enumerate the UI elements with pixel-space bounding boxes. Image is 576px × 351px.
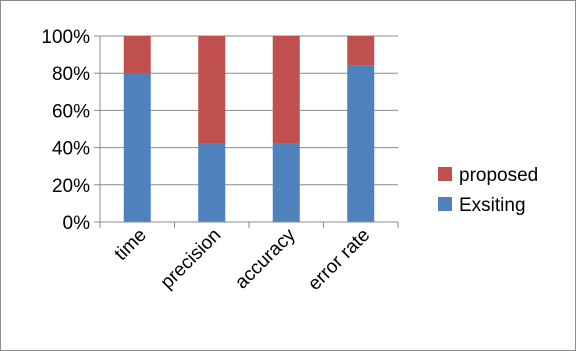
legend-label-exsiting: Exsiting	[459, 195, 526, 216]
legend: proposed Exsiting	[438, 165, 538, 216]
y-tick-labels: 0% 20% 40% 60% 80% 100%	[41, 27, 90, 234]
y-tick-label: 40%	[52, 139, 90, 160]
y-tick-label: 0%	[63, 213, 91, 234]
x-category-label: error rate	[304, 225, 374, 295]
y-tick-label: 20%	[52, 176, 90, 197]
y-tick-label: 80%	[52, 64, 90, 85]
x-category-label: accuracy	[231, 224, 300, 293]
bar-proposed-error-rate	[347, 36, 375, 66]
x-category-labels: time precision accuracy error rate	[111, 224, 375, 294]
legend-swatch-exsiting	[438, 197, 452, 211]
bar-proposed-accuracy	[272, 36, 300, 144]
bar-exsiting-error-rate	[347, 65, 375, 222]
y-tick-label: 60%	[52, 101, 90, 122]
bar-proposed-time	[123, 36, 151, 74]
x-category-label: time	[111, 225, 151, 265]
bar-proposed-precision	[198, 36, 226, 144]
y-tick-label: 100%	[41, 27, 90, 48]
bar-exsiting-time	[123, 73, 151, 222]
axes	[94, 35, 399, 228]
legend-swatch-proposed	[438, 167, 452, 181]
bars	[123, 36, 375, 222]
x-category-label: precision	[157, 225, 226, 294]
bar-exsiting-precision	[198, 143, 226, 222]
bar-exsiting-accuracy	[272, 143, 300, 222]
legend-label-proposed: proposed	[459, 165, 538, 186]
